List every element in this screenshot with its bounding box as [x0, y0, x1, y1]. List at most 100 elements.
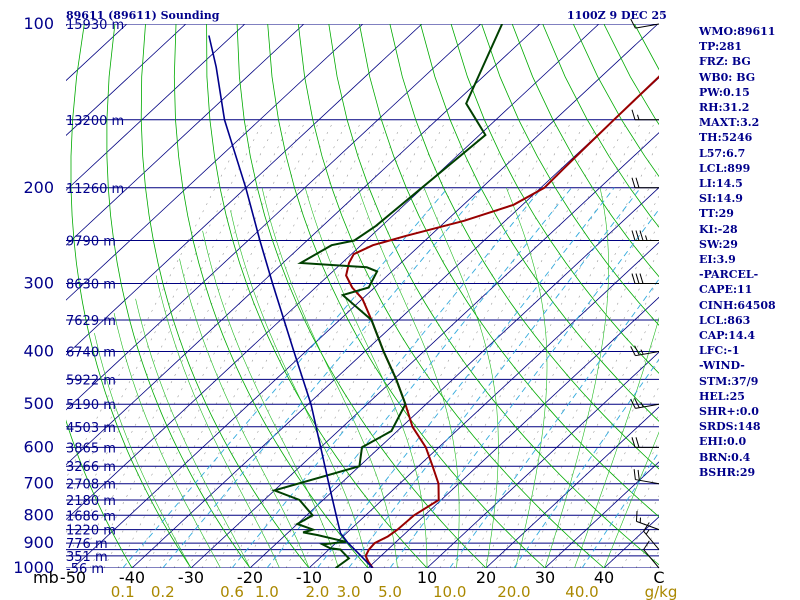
temperature-tick-label: -20: [237, 568, 263, 587]
hatch-line: [776, 120, 800, 568]
isotherm-line: [66, 24, 305, 246]
mixing-ratio-line: [389, 208, 659, 568]
barb-flag: [643, 522, 650, 532]
index-item: BRN:0.4: [699, 450, 751, 464]
height-label: 9790 m: [66, 235, 116, 250]
isotherm-line: [485, 406, 659, 568]
barb-flag: [635, 437, 640, 448]
mixing-ratio-unit-label: g/kg: [645, 583, 678, 600]
index-item: BSHR:29: [699, 465, 756, 479]
barb-half-flag: [640, 349, 644, 355]
pressure-unit-label: mb: [33, 568, 59, 587]
barb-flag: [635, 177, 640, 188]
hatch-line: [397, 119, 629, 568]
indices-panel: WMO:89611 TP:281 FRZ: BG WB0: BG PW:0.15 RH:3…: [699, 24, 776, 480]
index-item: -PARCEL-: [699, 268, 759, 282]
dry-adiabat: [106, 24, 251, 568]
isotherm-line: [66, 24, 541, 466]
barb-flag: [639, 230, 644, 241]
mixing-ratio-label: 0.2: [151, 583, 175, 600]
wind-barb: [631, 109, 659, 121]
index-item: WMO:89611: [699, 25, 776, 38]
wind-barb: [631, 273, 659, 285]
mixing-ratio-line: [317, 187, 615, 568]
height-label: 8630 m: [66, 278, 116, 293]
barb-flag: [633, 469, 636, 480]
hatch-line: [467, 195, 659, 568]
moist-adiabat: [574, 317, 659, 568]
temperature-tick-label: 0: [363, 568, 373, 587]
height-label: 15930 m: [66, 18, 124, 33]
barb-flag: [630, 18, 636, 29]
hatch-line: [313, 119, 545, 568]
temperature-line: [345, 75, 659, 568]
isotherm-line: [367, 296, 659, 568]
isotherm-line: [249, 187, 659, 568]
index-item: SI:14.9: [699, 192, 743, 206]
parcel-line: [208, 35, 374, 568]
wind-barb: [631, 437, 659, 448]
dry-adiabat: [66, 419, 133, 568]
index-item: L57:6.7: [699, 146, 746, 160]
index-item: RH:31.2: [699, 101, 750, 115]
index-item: SW:29: [699, 237, 738, 251]
hatch-line: [145, 119, 377, 568]
index-item: MAXT:3.2: [699, 116, 760, 130]
height-label: 11260 m: [66, 182, 124, 197]
dry-adiabat: [70, 24, 192, 568]
barb-flag: [643, 540, 650, 550]
index-item: TH:5246: [699, 131, 753, 145]
moist-adiabat: [423, 187, 499, 568]
height-label: 776 m: [66, 537, 108, 552]
pressure-label: 1000: [13, 558, 54, 577]
dry-adiabat: [297, 24, 605, 568]
barb-flag: [634, 345, 640, 356]
temperature-tick-label: -50: [60, 568, 86, 587]
temperature-tick-label: 20: [476, 568, 496, 587]
height-label: 3865 m: [66, 441, 116, 456]
barb-flag: [631, 437, 636, 448]
temperature-tick-label: -40: [119, 568, 145, 587]
isotherm-line: [66, 24, 600, 521]
dry-adiabat: [420, 24, 659, 422]
dry-adiabat: [511, 24, 659, 278]
dry-adiabat: [328, 24, 659, 566]
pressure-label: 900: [23, 533, 54, 552]
moist-adiabat: [304, 187, 428, 568]
height-label: 5922 m: [66, 373, 116, 388]
dry-adiabat: [389, 24, 659, 470]
moist-adiabat: [135, 298, 251, 568]
pressure-label: 100: [23, 14, 54, 33]
height-label: -56 m: [66, 562, 104, 577]
height-label: 6740 m: [66, 346, 116, 361]
moist-adiabat: [230, 210, 369, 568]
hatch-line: [453, 168, 659, 568]
wind-barb: [635, 510, 660, 531]
hatch-line: [229, 119, 461, 568]
temperature-tick-label: 10: [417, 568, 437, 587]
barb-flag: [631, 177, 636, 188]
height-label: 13200 m: [66, 114, 124, 129]
mixing-ratio-line: [266, 187, 572, 568]
hatch-line: [131, 119, 363, 568]
dry-adiabat: [481, 24, 659, 326]
moist-adiabat: [113, 313, 221, 568]
mixing-ratio-line: [231, 187, 543, 568]
barb-flag: [631, 109, 636, 120]
height-label: 1686 m: [66, 509, 116, 524]
pressure-label: 400: [23, 342, 54, 361]
barb-flag: [631, 230, 636, 241]
mixing-ratio-label: 0.6: [220, 583, 244, 600]
moist-adiabat: [94, 333, 192, 568]
temperature-tick-label: -10: [296, 568, 322, 587]
barb-half-flag: [640, 402, 644, 408]
height-label: 4503 m: [66, 421, 116, 436]
barb-flag: [635, 510, 638, 522]
barb-flag: [631, 273, 636, 284]
index-item: STM:37/9: [699, 374, 759, 388]
wind-barb: [631, 177, 659, 189]
dewpoint-line: [271, 24, 504, 568]
barb-staff: [643, 530, 660, 550]
pressure-label: 800: [23, 505, 54, 524]
isotherm-line: [544, 461, 659, 568]
